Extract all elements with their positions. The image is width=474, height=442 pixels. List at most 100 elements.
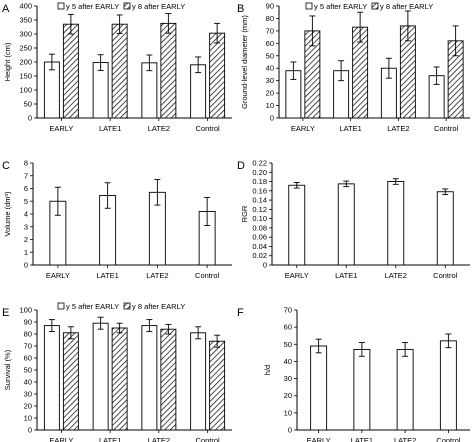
x-tick-label: LATE1 xyxy=(351,436,373,442)
y-axis-label: h/d xyxy=(263,365,272,375)
panel-c: C 0 1 2 3 4 5 6 7 8 Volume (dm³) EARLY LATE1 LATE2 Con… xyxy=(2,159,232,280)
legend-swatch xyxy=(57,2,65,10)
legend-label: y 5 after EARLY xyxy=(66,2,119,11)
y-tick-label: 150 xyxy=(19,72,32,81)
bar xyxy=(160,328,177,431)
y-tick-label: 60 xyxy=(284,323,292,332)
y-tick-label: 0.02 xyxy=(252,251,267,260)
x-tick-label: Control xyxy=(196,436,221,442)
y-tick-label: 40 xyxy=(24,378,32,387)
y-tick-label: 100 xyxy=(19,86,32,95)
y-tick-label: 70 xyxy=(266,26,274,35)
x-tick-label: LATE2 xyxy=(146,271,168,280)
x-tick-label: LATE2 xyxy=(394,436,416,442)
y-tick-label: 20 xyxy=(24,402,32,411)
y-tick-label: 30 xyxy=(284,374,292,383)
x-tick-label: EARLY xyxy=(49,124,73,133)
y-tick-label: 0 xyxy=(28,114,32,123)
y-tick-label: 50 xyxy=(24,366,32,375)
y-tick-label: 20 xyxy=(266,89,274,98)
legend-swatch xyxy=(123,2,131,10)
legend-swatch xyxy=(57,302,65,310)
x-tick-label: LATE1 xyxy=(335,271,357,280)
legend-label: y 5 after EARLY xyxy=(314,2,367,11)
y-tick-label: 400 xyxy=(19,2,32,11)
y-axis-label: RGR xyxy=(240,205,249,222)
bar xyxy=(439,340,457,431)
y-tick-label: 10 xyxy=(24,414,32,423)
y-tick-label: 80 xyxy=(266,14,274,23)
y-tick-label: 8 xyxy=(24,159,28,168)
legend-swatch xyxy=(371,2,379,10)
y-tick-label: 30 xyxy=(24,390,32,399)
y-tick-label: 60 xyxy=(266,39,274,48)
y-tick-label: 60 xyxy=(24,354,32,363)
y-tick-label: 3 xyxy=(24,222,28,231)
bar xyxy=(43,325,60,431)
bar xyxy=(209,340,226,431)
y-tick-label: 0 xyxy=(24,261,28,270)
bar xyxy=(310,345,328,431)
y-axis-label: Volume (dm³) xyxy=(3,191,12,237)
y-tick-label: 0.12 xyxy=(252,205,267,214)
bar xyxy=(288,184,306,266)
bar xyxy=(160,22,177,119)
y-tick-label: 20 xyxy=(284,391,292,400)
x-tick-label: LATE1 xyxy=(96,271,118,280)
y-axis-label: Survival (%) xyxy=(3,349,12,390)
x-tick-label: LATE1 xyxy=(99,124,121,133)
panel-label: B xyxy=(237,3,244,15)
bar xyxy=(62,23,79,119)
panel-e: E 0 10 20 30 40 50 60 70 80 90 100 Survival (%) EARLY… xyxy=(2,302,232,442)
bar xyxy=(92,62,109,119)
y-tick-label: 300 xyxy=(19,30,32,39)
panel-f: F 0 10 20 30 40 50 60 70 h/d EARLY LATE1 LATE2 Contro… xyxy=(237,306,470,442)
y-tick-label: 0 xyxy=(270,114,274,123)
y-tick-label: 250 xyxy=(19,44,32,53)
bar xyxy=(436,191,454,266)
y-tick-label: 5 xyxy=(24,197,28,206)
bar xyxy=(141,325,158,431)
x-tick-label: LATE2 xyxy=(385,271,407,280)
y-tick-label: 0.18 xyxy=(252,177,267,186)
y-tick-label: 70 xyxy=(284,306,292,315)
x-tick-label: EARLY xyxy=(307,436,331,442)
y-tick-label: 0.06 xyxy=(252,233,267,242)
y-tick-label: 0.16 xyxy=(252,186,267,195)
y-tick-label: 100 xyxy=(19,306,32,315)
y-axis-label: Height (cm) xyxy=(3,42,12,81)
y-tick-label: 0 xyxy=(28,426,32,435)
y-tick-label: 1 xyxy=(24,248,28,257)
x-tick-label: LATE1 xyxy=(99,436,121,442)
legend-label: y 8 after EARLY xyxy=(380,2,433,11)
bar xyxy=(62,332,79,431)
y-axis-label: Ground-level diameter (mm) xyxy=(240,15,249,109)
y-tick-label: 2 xyxy=(24,235,28,244)
x-tick-label: EARLY xyxy=(46,271,70,280)
x-tick-label: Control xyxy=(196,124,221,133)
panel-label: E xyxy=(2,307,9,319)
y-tick-label: 0.22 xyxy=(252,159,267,168)
bar xyxy=(353,348,371,431)
bar xyxy=(396,348,414,431)
bar xyxy=(387,181,405,266)
x-tick-label: EARLY xyxy=(291,124,315,133)
x-tick-label: EARLY xyxy=(285,271,309,280)
legend-swatch xyxy=(305,2,313,10)
y-tick-label: 10 xyxy=(266,101,274,110)
y-tick-label: 0.10 xyxy=(252,214,267,223)
y-tick-label: 0.20 xyxy=(252,168,267,177)
panel-label: D xyxy=(237,160,245,172)
x-tick-label: LATE2 xyxy=(148,124,170,133)
legend-label: y 8 after EARLY xyxy=(132,2,185,11)
x-tick-label: Control xyxy=(433,271,458,280)
y-tick-label: 0 xyxy=(263,261,267,270)
y-tick-label: 350 xyxy=(19,16,32,25)
bar xyxy=(209,32,226,119)
y-tick-label: 0.04 xyxy=(252,242,267,251)
y-tick-label: 80 xyxy=(24,330,32,339)
bar xyxy=(337,183,355,266)
y-tick-label: 70 xyxy=(24,342,32,351)
y-tick-label: 90 xyxy=(266,2,274,11)
